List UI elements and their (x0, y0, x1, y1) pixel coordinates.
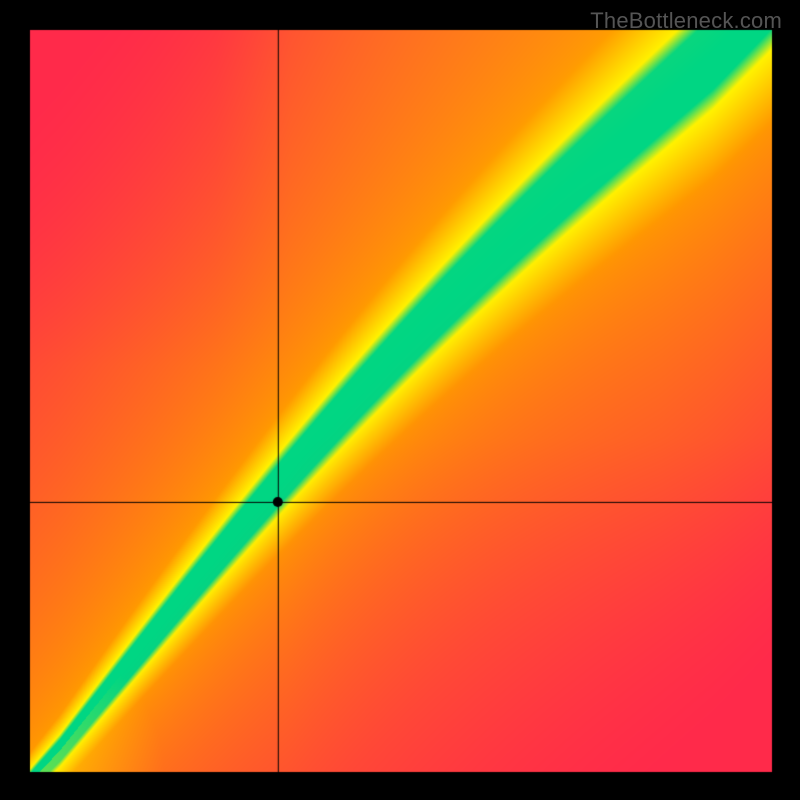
chart-container: TheBottleneck.com (0, 0, 800, 800)
watermark-text: TheBottleneck.com (590, 8, 782, 34)
heatmap-canvas (0, 0, 800, 800)
